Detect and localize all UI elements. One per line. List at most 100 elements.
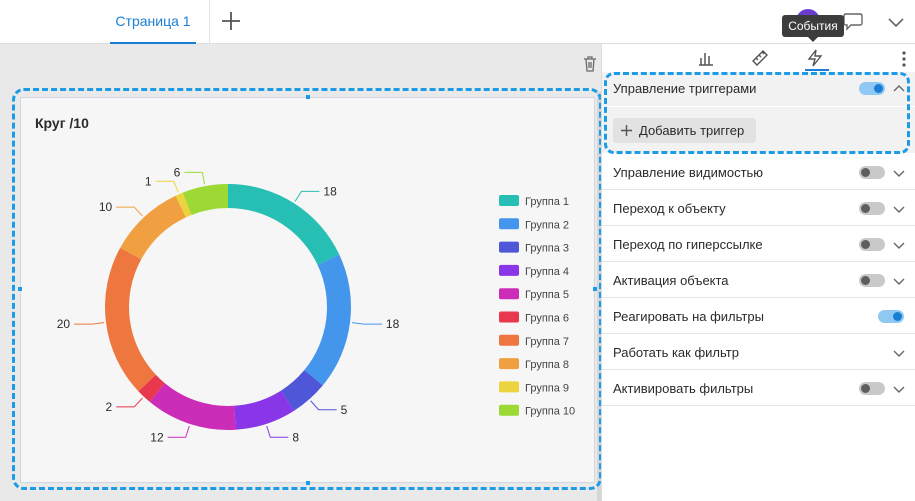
leader-line-9 <box>155 180 179 193</box>
chevron-down-icon[interactable] <box>893 167 905 179</box>
section-activate-filters[interactable]: Активировать фильтры <box>602 372 915 406</box>
more-options-icon[interactable] <box>898 50 910 68</box>
leader-line-2 <box>351 322 382 325</box>
chevron-down-icon[interactable] <box>893 239 905 251</box>
legend-label-4[interactable]: Группа 4 <box>525 266 569 278</box>
section-activate-object[interactable]: Активация объекта <box>602 264 915 298</box>
leader-line-3 <box>310 400 337 411</box>
toggle[interactable] <box>878 310 904 323</box>
slice-5[interactable] <box>149 383 236 430</box>
section-trigger-management[interactable]: Управление триггерами <box>602 72 915 106</box>
slice-8[interactable] <box>120 195 186 260</box>
toggle[interactable] <box>859 382 885 395</box>
leader-line-4 <box>266 425 289 438</box>
legend-swatch-2[interactable] <box>499 218 519 230</box>
legend-label-2[interactable]: Группа 2 <box>525 219 569 231</box>
legend-label-8[interactable]: Группа 8 <box>525 359 569 371</box>
slice-6[interactable] <box>138 374 165 402</box>
data-label-4: 8 <box>292 430 299 444</box>
legend-swatch-3[interactable] <box>499 241 519 253</box>
top-bar: Страница 1 <box>0 0 915 44</box>
legend-label-9[interactable]: Группа 9 <box>525 382 569 394</box>
legend-label-5[interactable]: Группа 5 <box>525 289 569 301</box>
leader-line-8 <box>116 206 143 217</box>
tab-page-1[interactable]: Страница 1 <box>110 0 196 44</box>
plus-icon <box>621 125 632 136</box>
resize-handle[interactable] <box>593 287 597 291</box>
chevron-down-icon[interactable] <box>893 203 905 215</box>
section-label: Активировать фильтры <box>613 381 754 396</box>
trigger-area: Добавить триггер <box>602 107 915 153</box>
legend-swatch-9[interactable] <box>499 381 519 393</box>
section-label: Реагировать на фильтры <box>613 309 764 324</box>
section-react-to-filters[interactable]: Реагировать на фильтры <box>602 300 915 334</box>
legend-swatch-10[interactable] <box>499 404 519 416</box>
data-label-8: 10 <box>99 200 113 214</box>
resize-handle[interactable] <box>306 95 310 99</box>
ruler-icon[interactable] <box>750 48 770 68</box>
slice-2[interactable] <box>304 254 351 386</box>
slice-10[interactable] <box>182 184 228 215</box>
slice-4[interactable] <box>234 390 294 430</box>
section-label: Управление триггерами <box>613 81 757 96</box>
data-label-2: 18 <box>386 317 400 331</box>
slice-1[interactable] <box>228 184 340 265</box>
properties-panel: Управление триггерами Добавить триггер У… <box>601 44 915 501</box>
leader-line-7 <box>74 322 105 325</box>
legend-swatch-7[interactable] <box>499 334 519 346</box>
chevron-up-icon[interactable] <box>893 83 905 95</box>
legend-label-3[interactable]: Группа 3 <box>525 243 569 255</box>
section-label: Работать как фильтр <box>613 345 739 360</box>
tab-separator <box>209 0 210 44</box>
toggle[interactable] <box>859 274 885 287</box>
trash-icon[interactable] <box>582 55 598 73</box>
slice-7[interactable] <box>104 247 156 392</box>
section-label: Управление видимостью <box>613 165 764 180</box>
panel-tabs <box>602 44 915 73</box>
add-tab-icon[interactable] <box>219 8 243 34</box>
lightning-icon[interactable] <box>805 48 825 68</box>
section-go-to-object[interactable]: Переход к объекту <box>602 192 915 226</box>
donut-chart: 18 18 5 8 12 2 20 10 1 6 Группа 1 Группа 2 Группа 3 Г… <box>57 165 575 444</box>
leader-line-10 <box>184 171 206 185</box>
toggle[interactable] <box>859 238 885 251</box>
resize-handle[interactable] <box>18 287 22 291</box>
slice-3[interactable] <box>281 370 323 411</box>
toggle[interactable] <box>859 202 885 215</box>
resize-handle[interactable] <box>306 481 310 485</box>
slice-9[interactable] <box>175 192 192 218</box>
data-label-6: 2 <box>106 400 113 414</box>
chart-icon[interactable] <box>696 48 716 68</box>
chevron-down-icon[interactable] <box>893 383 905 395</box>
legend-swatch-1[interactable] <box>499 195 519 206</box>
leader-line-1 <box>294 190 320 202</box>
section-visibility[interactable]: Управление видимостью <box>602 156 915 190</box>
add-trigger-label: Добавить триггер <box>639 123 745 138</box>
legend-swatch-8[interactable] <box>499 358 519 370</box>
data-label-10: 6 <box>174 165 181 179</box>
data-label-5: 12 <box>150 430 164 444</box>
legend-label-1[interactable]: Группа 1 <box>525 196 569 208</box>
legend-label-10[interactable]: Группа 10 <box>525 406 575 418</box>
section-label: Активация объекта <box>613 273 729 288</box>
legend-swatch-6[interactable] <box>499 311 519 323</box>
legend-swatch-4[interactable] <box>499 264 519 276</box>
chevron-down-icon[interactable] <box>886 12 906 32</box>
chart-title: Круг /10 <box>35 115 89 131</box>
chevron-down-icon[interactable] <box>893 347 905 359</box>
legend-swatch-5[interactable] <box>499 288 519 300</box>
toggle[interactable] <box>859 166 885 179</box>
add-trigger-button[interactable]: Добавить триггер <box>613 118 756 143</box>
section-work-as-filter[interactable]: Работать как фильтр <box>602 336 915 370</box>
leader-line-5 <box>167 425 190 438</box>
chart-widget[interactable]: Круг /10 18 18 5 8 12 2 20 10 1 6 Группа 1 Группа 2… <box>20 97 595 483</box>
legend-label-6[interactable]: Группа 6 <box>525 313 569 325</box>
section-hyperlink[interactable]: Переход по гиперссылке <box>602 228 915 262</box>
legend-label-7[interactable]: Группа 7 <box>525 336 569 348</box>
data-label-1: 18 <box>323 184 337 198</box>
toggle[interactable] <box>859 82 885 95</box>
chevron-down-icon[interactable] <box>893 275 905 287</box>
section-label: Переход к объекту <box>613 201 726 216</box>
section-label: Переход по гиперссылке <box>613 237 763 252</box>
comment-icon[interactable] <box>842 10 864 32</box>
